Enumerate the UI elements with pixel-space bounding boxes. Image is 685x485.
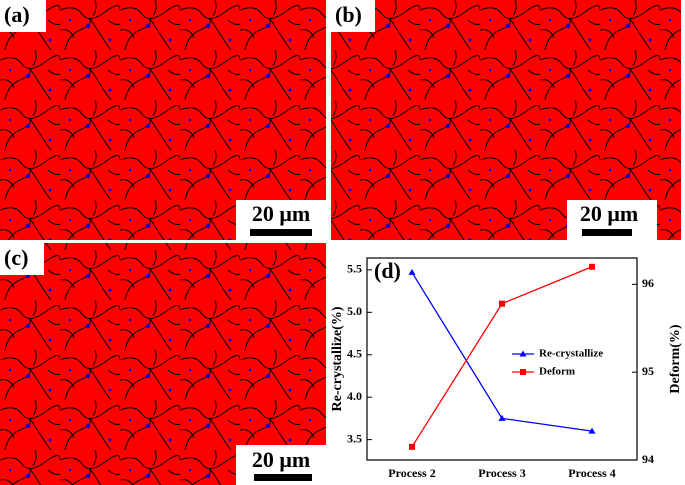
marker [588, 427, 596, 434]
chart: (d) Re-crystallize(%) Deform(%) 3.5 4.0 4.… [330, 257, 683, 480]
marker [499, 300, 505, 307]
y-tick-label: 4.5 [347, 347, 362, 361]
scale-text: 20 μm [580, 201, 638, 226]
y2-tick-label: 94 [642, 452, 654, 466]
y-tick-label: 5.5 [347, 262, 362, 276]
y-tick-label: 4.0 [347, 389, 362, 403]
label-box [0, 0, 46, 32]
panel-label: (a) [4, 2, 30, 27]
micrograph [0, 243, 326, 485]
marker [589, 263, 595, 270]
marker [498, 414, 506, 421]
marker [519, 350, 527, 357]
scale-text: 20 μm [252, 201, 310, 226]
marker [520, 369, 526, 375]
chart-title: (d) [374, 258, 401, 283]
panel-b: (b) 20 μm [331, 0, 681, 240]
legend-label: Deform [539, 366, 575, 378]
label-box [331, 0, 375, 32]
panel-a: (a) 20 μm [0, 0, 326, 240]
marker [408, 268, 416, 275]
panel-label: (b) [335, 2, 362, 27]
scale-bar [250, 229, 312, 236]
panel-label: (c) [4, 245, 28, 270]
y-axis-title: Re-crystallize(%) [330, 306, 345, 411]
x-tick-label: Process 4 [568, 466, 615, 480]
scale-bar [254, 474, 312, 481]
panel-c: (c) 20 μm [0, 243, 326, 485]
plot-frame [366, 257, 638, 461]
x-tick-label: Process 2 [388, 466, 435, 480]
y-tick-label: 3.5 [347, 431, 362, 445]
y2-tick-label: 95 [642, 364, 654, 378]
y2-axis-title: Deform(%) [668, 324, 683, 394]
y2-tick-label: 96 [642, 276, 654, 290]
legend-label: Re-crystallize [539, 348, 603, 360]
scale-text: 20 μm [252, 447, 310, 472]
y-tick-label: 5.0 [347, 304, 362, 318]
marker [409, 443, 415, 450]
x-tick-label: Process 3 [478, 466, 525, 480]
scale-bar [582, 229, 632, 236]
label-box [0, 243, 44, 275]
